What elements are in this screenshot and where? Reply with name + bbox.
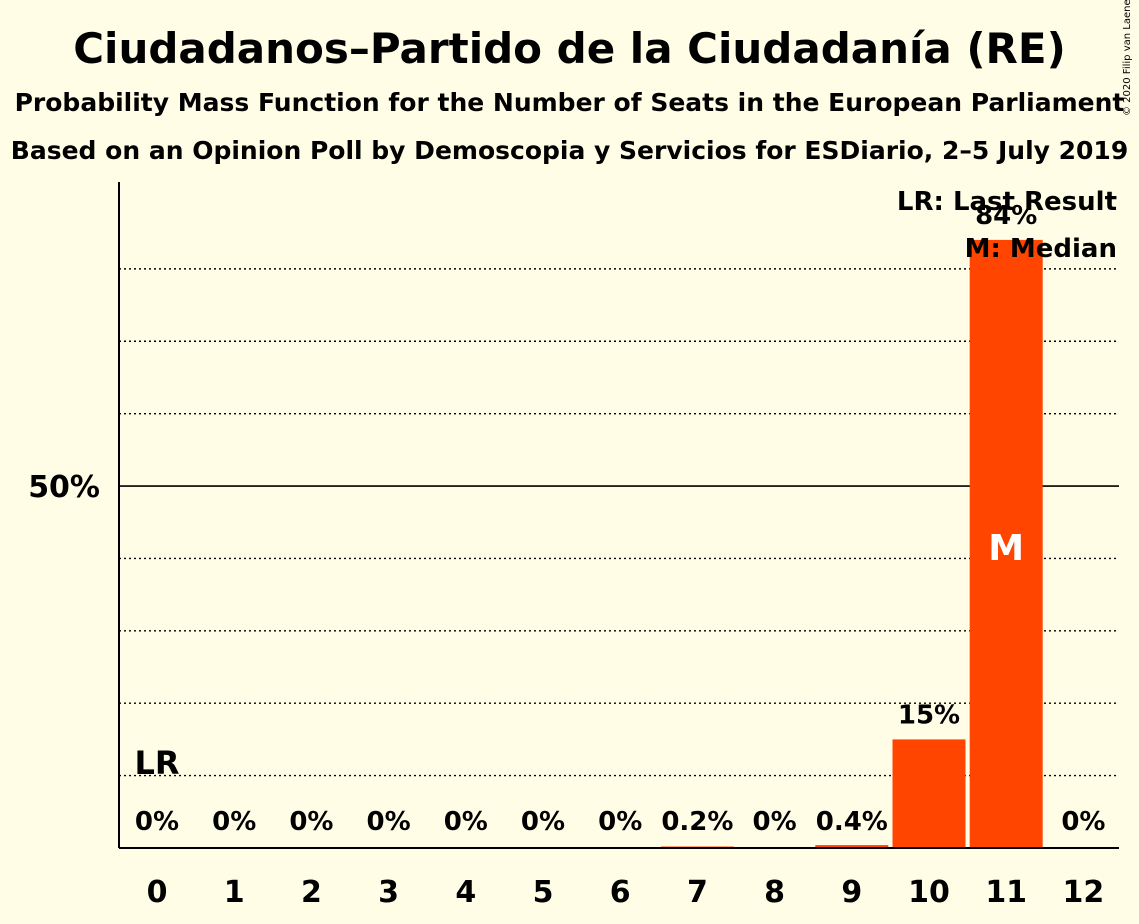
data-label: 0% xyxy=(598,807,642,837)
data-label: 0% xyxy=(289,807,333,837)
x-tick-label: 6 xyxy=(610,875,631,910)
x-tick-label: 2 xyxy=(301,875,322,910)
x-tick-label: 10 xyxy=(908,875,950,910)
data-label: 0% xyxy=(521,807,565,837)
data-label: 0.4% xyxy=(816,807,888,837)
x-tick-label: 4 xyxy=(455,875,476,910)
chart-source-line: Based on an Opinion Poll by Demoscopia y… xyxy=(10,136,1129,165)
bar xyxy=(892,739,966,848)
x-tick-label: 7 xyxy=(687,875,708,910)
y-tick-label: 50% xyxy=(28,470,100,505)
x-tick-label: 11 xyxy=(985,875,1027,910)
bar xyxy=(815,845,889,848)
chart-title: Ciudadanos–Partido de la Ciudadanía (RE) xyxy=(73,24,1066,73)
x-tick-label: 3 xyxy=(378,875,399,910)
median-marker: M xyxy=(988,528,1024,569)
data-label: 0% xyxy=(444,807,488,837)
x-tick-label: 5 xyxy=(533,875,554,910)
data-label: 0% xyxy=(212,807,256,837)
data-label: 0.2% xyxy=(661,807,733,837)
data-label: 0% xyxy=(1061,807,1105,837)
legend-median: M: Median xyxy=(965,234,1117,264)
x-tick-label: 8 xyxy=(764,875,785,910)
legend-last-result: LR: Last Result xyxy=(897,187,1117,217)
data-label: 0% xyxy=(753,807,797,837)
last-result-marker: LR xyxy=(134,744,179,782)
data-label: 15% xyxy=(898,700,960,730)
bar xyxy=(969,239,1043,849)
x-tick-label: 12 xyxy=(1063,875,1105,910)
data-label: 0% xyxy=(367,807,411,837)
x-tick-label: 0 xyxy=(147,875,168,910)
chart-subtitle: Probability Mass Function for the Number… xyxy=(14,88,1125,117)
data-label: 84% xyxy=(975,201,1037,231)
data-label: 0% xyxy=(135,807,179,837)
x-tick-label: 1 xyxy=(224,875,245,910)
x-tick-label: 9 xyxy=(841,875,862,910)
